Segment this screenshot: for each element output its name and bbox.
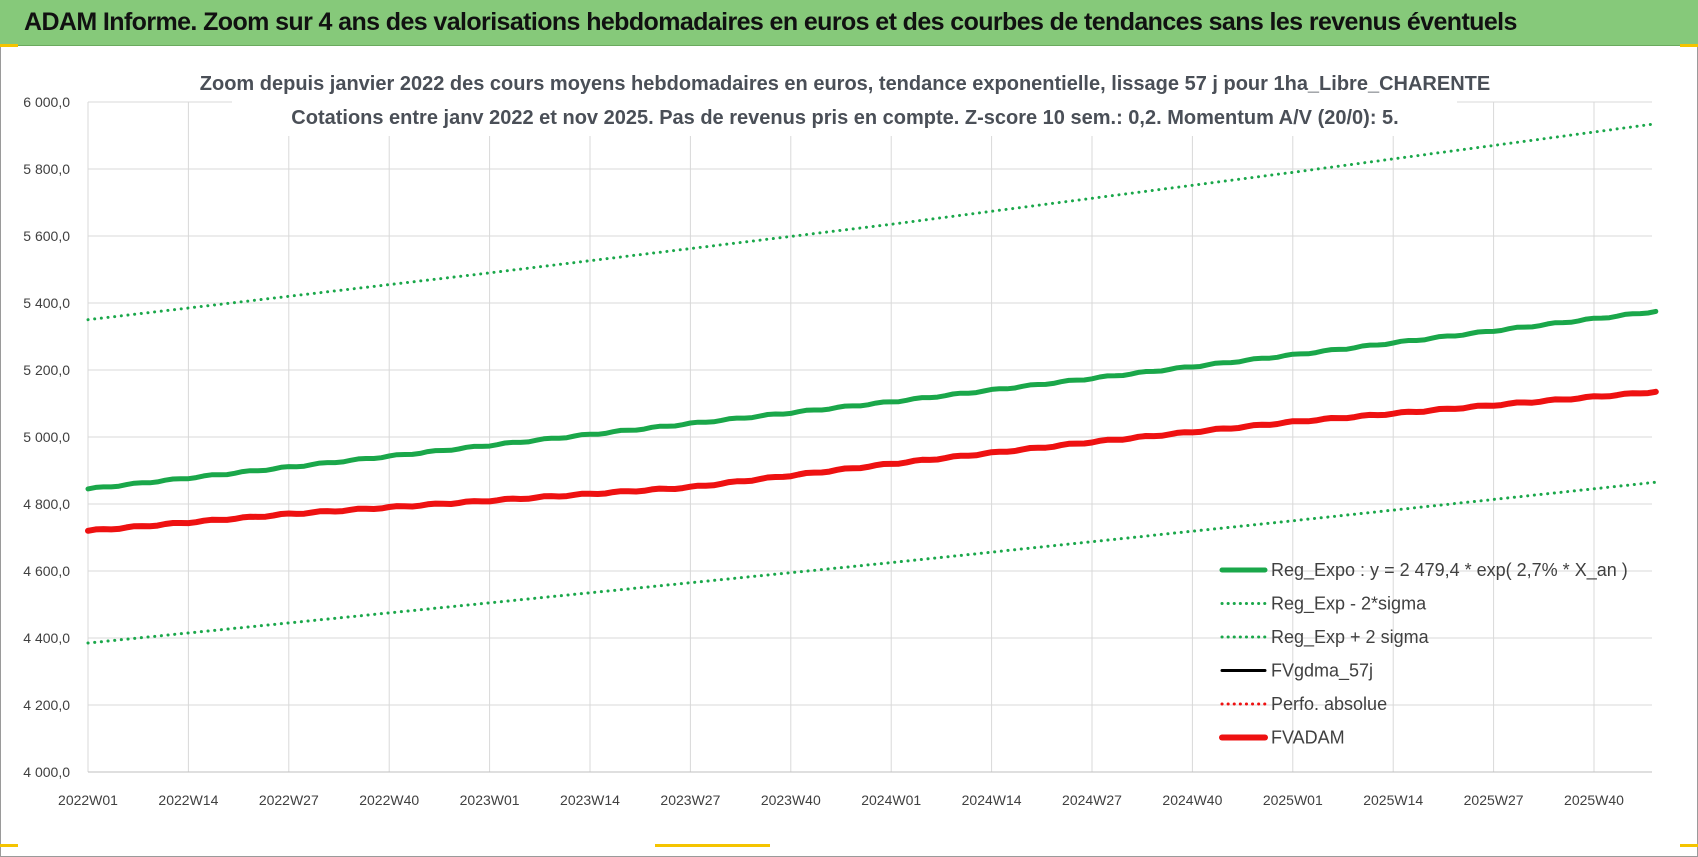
x-tick-label: 2024W40 (1162, 792, 1222, 808)
x-tick-label: 2023W14 (560, 792, 620, 808)
legend-label: FVgdma_57j (1271, 661, 1373, 682)
x-tick-label: 2023W01 (460, 792, 520, 808)
series-line (85, 388, 1659, 534)
report-banner: ADAM Informe. Zoom sur 4 ans des valoris… (0, 0, 1698, 46)
x-tick-label: 2022W27 (259, 792, 319, 808)
y-tick-label: 4 400,0 (23, 630, 70, 646)
corner-accent-bottom-left (0, 844, 18, 847)
x-tick-label: 2024W27 (1062, 792, 1122, 808)
series-line (85, 308, 1659, 492)
x-tick-label: 2022W01 (58, 792, 118, 808)
x-tick-label: 2025W27 (1464, 792, 1524, 808)
legend-label: Reg_Exp - 2*sigma (1271, 594, 1427, 615)
y-tick-label: 5 800,0 (23, 161, 70, 177)
x-tick-label: 2024W01 (861, 792, 921, 808)
x-tick-label: 2025W14 (1363, 792, 1423, 808)
corner-accent-bottom-right (1680, 844, 1698, 847)
y-axis-ticks: 4 000,0 4 200,0 4 400,0 4 600,0 4 800,0 5 000… (23, 94, 70, 780)
x-tick-label: 2024W14 (962, 792, 1022, 808)
y-tick-label: 4 600,0 (23, 563, 70, 579)
report-title: ADAM Informe. Zoom sur 4 ans des valoris… (24, 8, 1517, 36)
y-tick-label: 4 800,0 (23, 496, 70, 512)
x-tick-label: 2023W40 (761, 792, 821, 808)
y-tick-label: 5 000,0 (23, 429, 70, 445)
series-line (86, 480, 1658, 645)
chart-legend: Reg_Expo : y = 2 479,4 * exp( 2,7% * X_a… (1219, 560, 1628, 748)
y-tick-label: 5 600,0 (23, 228, 70, 244)
y-tick-label: 5 400,0 (23, 295, 70, 311)
legend-label: Reg_Exp + 2 sigma (1271, 627, 1430, 648)
title-background (232, 62, 1457, 136)
legend-label: FVADAM (1271, 728, 1345, 748)
x-tick-label: 2023W27 (660, 792, 720, 808)
series-line (86, 122, 1658, 322)
x-tick-label: 2025W01 (1263, 792, 1323, 808)
legend-label: Reg_Expo : y = 2 479,4 * exp( 2,7% * X_a… (1271, 560, 1628, 581)
y-tick-label: 4 200,0 (23, 697, 70, 713)
corner-accent-top-right (1680, 44, 1698, 47)
x-tick-label: 2022W14 (158, 792, 218, 808)
corner-accent-bottom-mid (655, 844, 770, 847)
legend-label: Perfo. absolue (1271, 694, 1387, 714)
y-tick-label: 5 200,0 (23, 362, 70, 378)
series-lines (85, 122, 1659, 645)
x-tick-label: 2025W40 (1564, 792, 1624, 808)
x-tick-label: 2022W40 (359, 792, 419, 808)
y-tick-label: 6 000,0 (23, 94, 70, 110)
x-axis-ticks: 2022W01 2022W14 2022W27 2022W40 2023W01 2023W… (58, 792, 1624, 808)
chart-subtitle: Cotations entre janv 2022 et nov 2025. P… (291, 107, 1398, 129)
y-tick-label: 4 000,0 (23, 764, 70, 780)
chart-grid (87, 101, 1652, 773)
corner-accent-top-left (0, 44, 18, 47)
chart-title: Zoom depuis janvier 2022 des cours moyen… (200, 73, 1490, 95)
